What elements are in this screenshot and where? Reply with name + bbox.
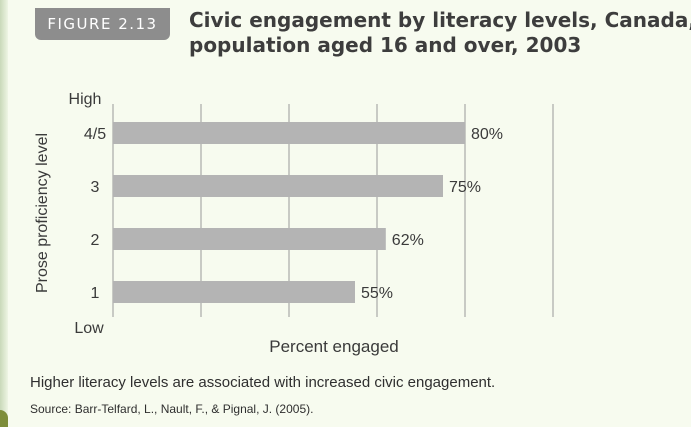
bar-chart: 80% 75% 62% 55% 4/5 3 2 1 High Low Prose profi… [0,0,691,370]
data-labels: 80% 75% 62% 55% [361,126,503,302]
data-label: 80% [471,126,503,143]
category-label: 4/5 [84,126,106,143]
y-axis-title: Prose proficiency level [34,133,51,293]
data-label: 62% [392,232,424,249]
data-label: 55% [361,285,393,302]
figure-source: Source: Barr-Telfard, L., Nault, F., & P… [30,402,313,416]
figure-caption: Higher literacy levels are associated wi… [30,374,495,391]
data-label: 75% [449,179,481,196]
y-axis-low-label: Low [74,320,104,337]
bar-4-5 [113,122,465,144]
bar-1 [113,281,355,303]
category-labels: 4/5 3 2 1 [84,126,106,302]
category-label: 2 [91,232,100,249]
bar-3 [113,175,443,197]
y-axis-high-label: High [69,91,102,108]
bar-2 [113,228,386,250]
category-label: 1 [91,285,100,302]
x-axis-title: Percent engaged [269,337,399,356]
category-label: 3 [91,179,100,196]
